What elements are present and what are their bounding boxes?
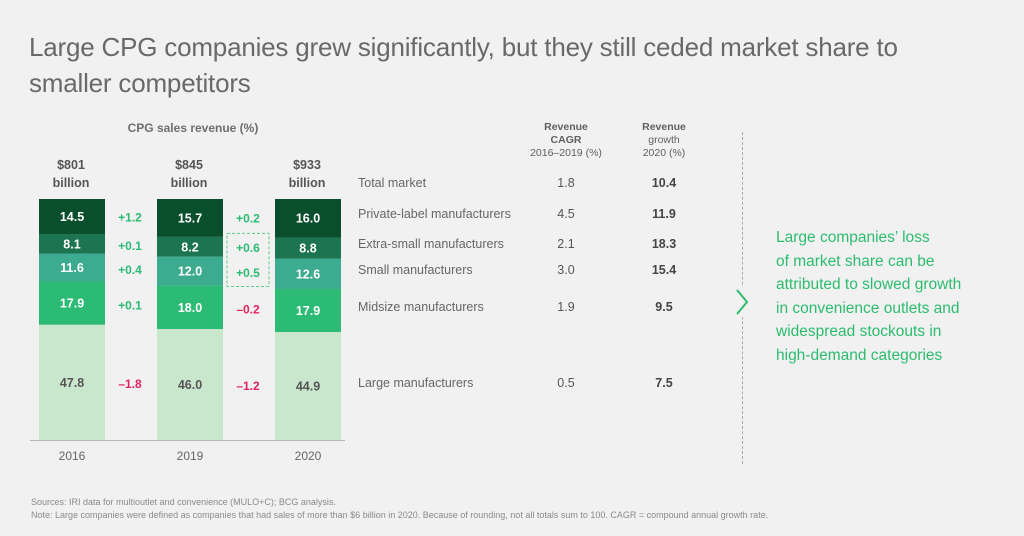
total-label: $845 billion [170,158,208,190]
bar-segment-private-label-manufacturers-2019 [157,199,223,237]
bar-value-label: 11.6 [60,261,84,275]
bar-value-label: 16.0 [296,212,320,226]
callout-line: Large companies’ loss [776,229,930,246]
growth-private-label: 11.9 [652,207,676,221]
growth-small: 15.4 [651,263,677,277]
bar-value-label: 15.7 [178,211,202,225]
growth-midsize: 9.5 [655,300,673,314]
cagr-header-line: Revenue [544,121,588,133]
bar-segment-private-label-manufacturers-2020 [275,199,341,238]
bar-value-label: 12.0 [178,265,202,279]
change-label: –1.8 [118,377,142,391]
bar-segment-midsize-manufacturers-2016 [39,281,105,325]
bar-segment-private-label-manufacturers-2016 [39,199,105,234]
x-axis-tick-label: 2016 [59,449,86,463]
change-label: +0.2 [236,212,260,226]
total-2020: $933 billion [274,156,340,192]
highlight-box [226,232,270,287]
growth-extra-small: 18.3 [651,237,677,251]
bar-segment-extra-small-manufacturers-2019 [157,236,223,257]
bar-segment-large-manufacturers-2019 [157,329,223,440]
bar-value-label: 8.2 [181,240,198,254]
row-label-extra-small: Extra-small manufacturers [358,237,504,251]
total-label: $801 billion [52,158,90,190]
change-label: –0.2 [236,302,260,316]
cagr-extra-small: 2.1 [557,237,575,251]
cagr-private-label: 4.5 [557,207,575,221]
cagr-midsize: 1.9 [557,300,575,314]
callout-line: attributed to slowed growth [776,276,962,293]
chevron-right-icon [734,287,750,317]
bar-value-label: 14.5 [60,210,84,224]
page-title: Large CPG companies grew significantly, … [29,32,898,98]
callout-line: high-demand categories [776,346,943,364]
change-label: +0.1 [118,299,142,313]
row-label-small: Small manufacturers [358,263,473,277]
bar-value-label: 17.9 [60,297,84,311]
change-label: +0.5 [236,266,260,280]
bar-segment-small-manufacturers-2016 [39,253,105,282]
bar-segment-small-manufacturers-2019 [157,256,223,286]
row-label-large: Large manufacturers [358,376,474,390]
change-label: +1.2 [118,211,142,225]
bar-value-label: 44.9 [296,380,320,394]
bar-value-label: 8.1 [63,237,80,251]
cagr-header: Revenue CAGR 2016–2019 (%) [520,121,612,160]
row-label-midsize: Midsize manufacturers [358,300,484,314]
callout-line: of market share can be [776,252,935,270]
footnote-note: Note: Large companies were defined as co… [31,510,769,520]
row-label-total-market: Total market [358,176,427,190]
growth-header-line: growth [648,134,680,146]
row-label-private-label: Private-label manufacturers [358,207,511,221]
callout-text: Large companies’ loss of market share ca… [776,226,996,367]
bar-segment-midsize-manufacturers-2020 [275,288,341,333]
total-2019: $845 billion [156,156,222,192]
growth-total-market: 10.4 [651,176,677,190]
x-axis-tick-label: 2019 [177,449,204,463]
cagr-large: 0.5 [557,376,575,390]
stacked-bar-chart: 47.8 17.9 11.6 8.1 14.5 2016 46.0 18.0 12.0 8.2 15… [30,199,345,463]
growth-header-line: Revenue [642,121,686,133]
callout-line: widespread stockouts in [776,323,942,340]
growth-large: 7.5 [655,376,673,390]
bar-value-label: 12.6 [296,267,320,281]
change-label: –1.2 [236,379,260,393]
footnote-sources: Sources: IRI data for multioutlet and co… [31,497,336,507]
cagr-header-line: 2016–2019 (%) [530,147,602,159]
bar-value-label: 8.8 [299,242,316,256]
bar-value-label: 18.0 [178,301,202,315]
growth-header: Revenue growth 2020 (%) [624,121,704,160]
bar-segment-small-manufacturers-2020 [275,258,341,289]
change-label: +0.6 [236,241,260,255]
total-label: $933 billion [288,158,326,190]
bar-segment-extra-small-manufacturers-2016 [39,233,105,254]
bar-segment-large-manufacturers-2016 [39,324,105,440]
chart-title: CPG sales revenue (%) [127,121,259,135]
bar-value-label: 47.8 [60,376,84,390]
change-label: +0.1 [118,239,142,253]
x-axis-tick-label: 2020 [295,449,322,463]
callout-line: in convenience outlets and [776,299,960,317]
cagr-total-market: 1.8 [557,176,575,190]
bar-segment-extra-small-manufacturers-2020 [275,237,341,259]
total-2016: $801 billion [38,156,104,192]
cagr-small: 3.0 [557,263,575,277]
growth-header-line: 2020 (%) [642,147,686,159]
cagr-header-line: CAGR [550,134,582,146]
bar-segment-large-manufacturers-2020 [275,332,341,440]
bar-segment-midsize-manufacturers-2019 [157,285,223,330]
change-label: +0.4 [118,263,142,277]
bar-value-label: 46.0 [178,378,202,392]
bar-value-label: 17.9 [296,304,320,318]
